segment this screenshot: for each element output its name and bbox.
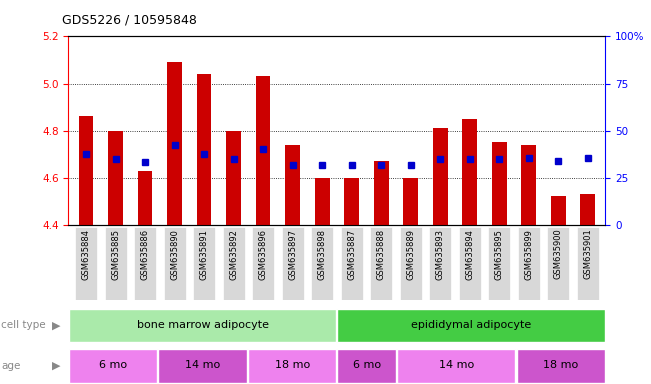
Text: 18 mo: 18 mo bbox=[543, 360, 578, 370]
Text: GSM635892: GSM635892 bbox=[229, 229, 238, 280]
Bar bbox=[340, 227, 363, 300]
Text: GSM635889: GSM635889 bbox=[406, 229, 415, 280]
Text: 6 mo: 6 mo bbox=[99, 360, 127, 370]
Text: epididymal adipocyte: epididymal adipocyte bbox=[411, 320, 531, 330]
Bar bbox=[400, 227, 422, 300]
Bar bbox=[337, 309, 605, 342]
Text: 6 mo: 6 mo bbox=[353, 360, 381, 370]
Bar bbox=[223, 227, 245, 300]
Text: GSM635888: GSM635888 bbox=[377, 229, 385, 280]
Text: GSM635899: GSM635899 bbox=[524, 229, 533, 280]
Text: GSM635901: GSM635901 bbox=[583, 229, 592, 280]
Text: GSM635897: GSM635897 bbox=[288, 229, 297, 280]
Bar bbox=[252, 227, 274, 300]
Text: GSM635887: GSM635887 bbox=[347, 229, 356, 280]
Text: ▶: ▶ bbox=[52, 320, 61, 331]
Bar bbox=[69, 349, 158, 382]
Text: GSM635895: GSM635895 bbox=[495, 229, 504, 280]
Text: GSM635894: GSM635894 bbox=[465, 229, 474, 280]
Bar bbox=[551, 197, 566, 225]
Text: GSM635884: GSM635884 bbox=[81, 229, 90, 280]
Bar bbox=[488, 227, 510, 300]
Bar bbox=[193, 227, 215, 300]
Text: cell type: cell type bbox=[1, 320, 46, 331]
Bar bbox=[518, 227, 540, 300]
Bar bbox=[79, 116, 94, 225]
Text: 18 mo: 18 mo bbox=[275, 360, 310, 370]
Text: age: age bbox=[1, 361, 21, 371]
Bar bbox=[577, 227, 599, 300]
Text: GSM635898: GSM635898 bbox=[318, 229, 327, 280]
Bar bbox=[256, 76, 271, 225]
Bar bbox=[134, 227, 156, 300]
Bar bbox=[197, 74, 212, 225]
Bar bbox=[285, 145, 300, 225]
Bar bbox=[397, 349, 516, 382]
Bar bbox=[344, 178, 359, 225]
Bar bbox=[138, 170, 152, 225]
Bar bbox=[69, 309, 337, 342]
Text: GSM635886: GSM635886 bbox=[141, 229, 150, 280]
Bar bbox=[248, 349, 337, 382]
Text: 14 mo: 14 mo bbox=[185, 360, 220, 370]
Bar bbox=[108, 131, 123, 225]
Bar bbox=[374, 161, 389, 225]
Bar bbox=[315, 178, 329, 225]
Text: GSM635891: GSM635891 bbox=[200, 229, 208, 280]
Text: ▶: ▶ bbox=[52, 361, 61, 371]
Bar bbox=[311, 227, 333, 300]
Text: GSM635900: GSM635900 bbox=[554, 229, 562, 280]
Bar bbox=[158, 349, 247, 382]
Bar bbox=[282, 227, 304, 300]
Bar bbox=[370, 227, 392, 300]
Text: GSM635890: GSM635890 bbox=[170, 229, 179, 280]
Bar bbox=[403, 178, 418, 225]
Bar bbox=[105, 227, 127, 300]
Text: bone marrow adipocyte: bone marrow adipocyte bbox=[137, 320, 269, 330]
Bar bbox=[167, 62, 182, 225]
Bar bbox=[547, 227, 569, 300]
Bar bbox=[492, 142, 506, 225]
Bar bbox=[580, 194, 595, 225]
Text: GSM635893: GSM635893 bbox=[436, 229, 445, 280]
Bar bbox=[516, 349, 605, 382]
Bar bbox=[458, 227, 480, 300]
Bar bbox=[433, 128, 447, 225]
Text: GDS5226 / 10595848: GDS5226 / 10595848 bbox=[62, 13, 197, 26]
Bar bbox=[75, 227, 97, 300]
Bar bbox=[521, 145, 536, 225]
Bar bbox=[429, 227, 451, 300]
Bar bbox=[227, 131, 241, 225]
Bar bbox=[337, 349, 396, 382]
Text: 14 mo: 14 mo bbox=[439, 360, 474, 370]
Text: GSM635885: GSM635885 bbox=[111, 229, 120, 280]
Text: GSM635896: GSM635896 bbox=[258, 229, 268, 280]
Bar bbox=[163, 227, 186, 300]
Bar bbox=[462, 119, 477, 225]
